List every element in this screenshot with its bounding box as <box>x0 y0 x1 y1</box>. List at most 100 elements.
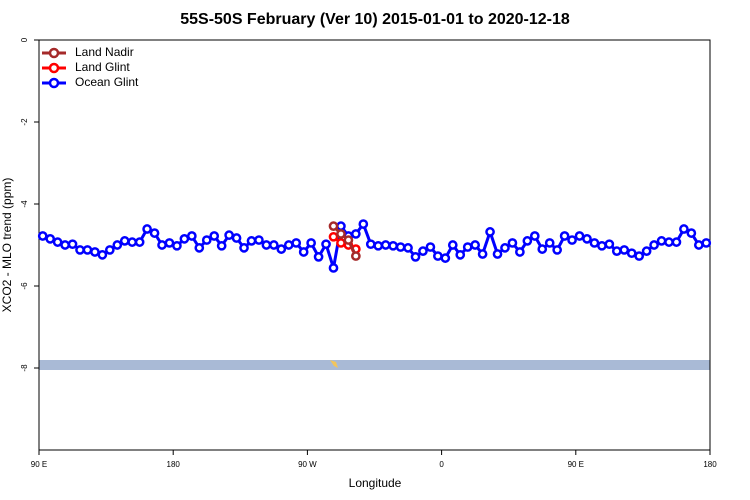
point <box>395 242 406 252</box>
legend-label: Ocean Glint <box>75 75 139 89</box>
point <box>90 247 100 257</box>
point <box>418 246 428 256</box>
point <box>701 238 712 248</box>
point <box>291 238 302 248</box>
point <box>269 240 279 250</box>
point <box>492 249 503 259</box>
point <box>52 237 63 247</box>
point <box>194 243 205 253</box>
x-tick-label: 90 E <box>31 460 47 469</box>
point <box>440 253 451 263</box>
point <box>82 245 93 255</box>
point <box>45 234 56 244</box>
x-tick-label: 90 E <box>568 460 584 469</box>
chart-title: 55S-50S February (Ver 10) 2015-01-01 to … <box>180 11 570 28</box>
point <box>261 240 272 250</box>
point <box>567 235 577 245</box>
point <box>321 239 331 250</box>
point <box>433 251 443 261</box>
legend-marker <box>48 77 60 89</box>
point <box>485 227 495 237</box>
point <box>343 235 354 245</box>
point <box>201 235 212 245</box>
point <box>127 237 138 247</box>
point <box>75 245 85 255</box>
point <box>112 240 123 250</box>
y-tick-label: -4 <box>20 200 29 208</box>
y-tick-label: -2 <box>20 118 29 126</box>
point <box>447 240 458 250</box>
point <box>149 228 160 238</box>
point <box>626 248 637 259</box>
point <box>515 247 525 257</box>
y-tick-label: -6 <box>20 282 29 290</box>
point <box>544 238 555 248</box>
point <box>157 240 167 250</box>
point <box>656 236 667 246</box>
point <box>634 251 645 261</box>
point <box>224 230 234 241</box>
point <box>134 237 145 247</box>
y-tick-label: 0 <box>20 37 29 42</box>
point <box>119 236 130 246</box>
point <box>679 224 689 234</box>
point <box>537 244 548 254</box>
point <box>254 235 264 245</box>
point <box>336 229 346 239</box>
point <box>641 246 652 256</box>
point <box>589 238 600 248</box>
legend-label: Land Glint <box>75 60 130 74</box>
point <box>664 237 674 247</box>
y-axis-label: XCO2 - MLO trend (ppm) <box>0 178 14 313</box>
point <box>336 238 346 248</box>
point <box>283 240 294 250</box>
x-axis-label: Longitude <box>349 476 402 490</box>
point <box>686 228 697 238</box>
point <box>403 243 413 253</box>
legend-marker <box>48 47 60 59</box>
point <box>477 249 488 259</box>
point <box>559 231 570 241</box>
point <box>619 245 630 255</box>
point <box>410 252 421 262</box>
point <box>470 240 480 250</box>
point <box>306 238 316 248</box>
point <box>529 231 540 241</box>
point <box>582 234 592 244</box>
point <box>231 233 242 243</box>
point <box>671 237 682 247</box>
point <box>522 236 533 246</box>
point <box>246 236 257 246</box>
point <box>298 247 309 257</box>
point <box>455 249 466 260</box>
point <box>693 240 704 250</box>
point <box>328 231 339 242</box>
point <box>649 240 659 250</box>
point <box>500 243 510 253</box>
point <box>373 240 384 251</box>
legend-marker <box>48 62 60 74</box>
point <box>328 263 339 273</box>
point <box>507 238 518 248</box>
point <box>104 245 115 255</box>
point <box>365 239 376 250</box>
x-tick-label: 90 W <box>298 460 317 469</box>
point <box>179 234 190 244</box>
point <box>239 243 249 253</box>
point <box>597 240 607 251</box>
point <box>351 229 361 239</box>
point <box>37 231 48 241</box>
x-tick-label: 180 <box>167 460 181 469</box>
point <box>604 239 615 250</box>
point <box>380 240 391 250</box>
point <box>351 251 361 261</box>
point <box>313 252 324 262</box>
point <box>172 240 182 251</box>
point <box>164 238 175 248</box>
point <box>425 242 436 252</box>
point <box>67 239 78 250</box>
point <box>388 240 398 251</box>
point <box>216 240 227 251</box>
y-tick-label: -8 <box>20 364 29 372</box>
